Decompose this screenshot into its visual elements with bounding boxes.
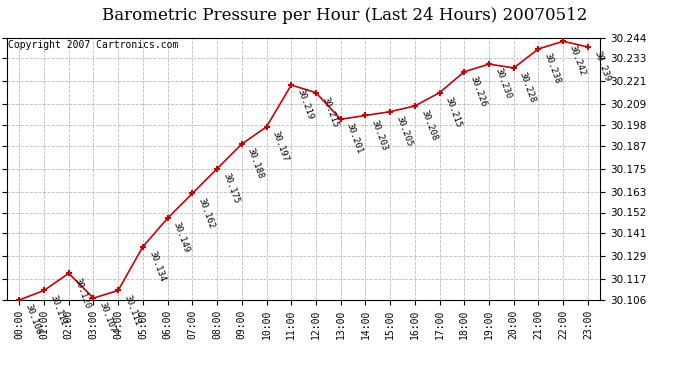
Text: 30.215: 30.215: [320, 96, 339, 129]
Text: 30.208: 30.208: [419, 109, 439, 142]
Text: 30.219: 30.219: [295, 88, 315, 121]
Text: 30.197: 30.197: [270, 130, 290, 163]
Text: 30.203: 30.203: [370, 118, 389, 152]
Text: 30.226: 30.226: [469, 75, 488, 108]
Text: Barometric Pressure per Hour (Last 24 Hours) 20070512: Barometric Pressure per Hour (Last 24 Ho…: [102, 8, 588, 24]
Text: 30.120: 30.120: [73, 276, 92, 309]
Text: 30.149: 30.149: [172, 221, 191, 254]
Text: Copyright 2007 Cartronics.com: Copyright 2007 Cartronics.com: [8, 40, 179, 50]
Text: 30.239: 30.239: [592, 50, 611, 83]
Text: 30.134: 30.134: [147, 249, 166, 283]
Text: 30.111: 30.111: [122, 293, 142, 327]
Text: 30.238: 30.238: [542, 52, 562, 85]
Text: 30.201: 30.201: [345, 122, 364, 156]
Text: 30.242: 30.242: [567, 44, 587, 78]
Text: 30.188: 30.188: [246, 147, 266, 180]
Text: 30.175: 30.175: [221, 171, 241, 205]
Text: 30.162: 30.162: [197, 196, 216, 230]
Text: 30.107: 30.107: [97, 301, 117, 334]
Text: 30.215: 30.215: [444, 96, 463, 129]
Text: 30.205: 30.205: [394, 114, 414, 148]
Text: 30.230: 30.230: [493, 67, 513, 100]
Text: 30.106: 30.106: [23, 303, 43, 336]
Text: 30.111: 30.111: [48, 293, 68, 327]
Text: 30.228: 30.228: [518, 71, 538, 104]
